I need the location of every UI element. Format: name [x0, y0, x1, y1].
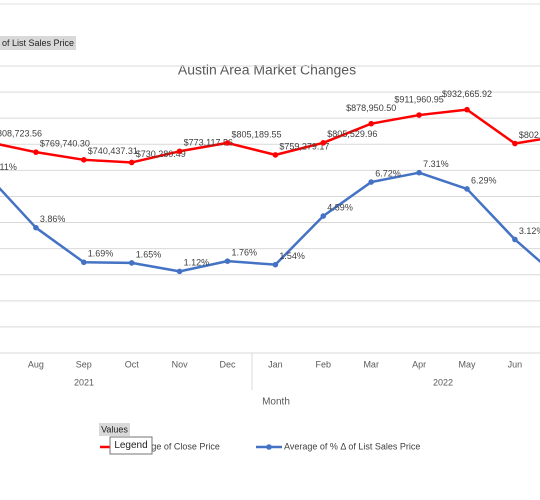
point-marker	[320, 140, 327, 146]
tooltip-box	[109, 436, 153, 455]
data-label: $773,117.56	[184, 138, 233, 148]
x-tick-label: Jun	[508, 359, 523, 369]
data-label: 7.31%	[423, 159, 449, 169]
x-tick-label: Jan	[268, 359, 283, 369]
data-label: 1.12%	[184, 258, 210, 268]
legend-marker	[266, 444, 272, 450]
data-label: 3.86%	[40, 214, 66, 224]
data-label: $740,437.31	[88, 146, 138, 156]
point-marker	[33, 224, 39, 231]
data-label: $911,960.95	[394, 94, 443, 104]
point-marker	[368, 179, 375, 185]
point-marker	[368, 120, 375, 127]
x-axis-title: Month	[262, 397, 290, 408]
values-button[interactable]	[99, 423, 130, 436]
x-tick-label: Mar	[363, 359, 379, 369]
tooltip-label: Legend	[114, 440, 147, 451]
point-marker	[416, 169, 422, 176]
data-label: 7.11%	[0, 162, 17, 172]
point-marker	[272, 261, 279, 268]
point-marker	[81, 259, 87, 266]
data-label: 6.72%	[375, 168, 401, 178]
year-label: 2021	[74, 377, 94, 387]
point-marker	[512, 140, 518, 147]
x-tick-label: Feb	[316, 359, 332, 369]
field-button[interactable]	[0, 36, 76, 50]
data-label: 1.76%	[232, 248, 258, 258]
x-tick-label: Oct	[125, 359, 140, 369]
point-marker	[320, 213, 327, 219]
point-marker	[176, 148, 183, 155]
legend-label: Average of Close Price	[128, 441, 220, 451]
grid	[0, 65, 540, 354]
data-label: $805,529.96	[327, 129, 377, 139]
point-marker	[81, 157, 87, 163]
values-button-label[interactable]: Values	[101, 424, 128, 434]
data-label: $808,723.56	[0, 128, 42, 138]
data-label: $802,897	[519, 130, 540, 140]
x-tick-label: Dec	[219, 359, 236, 369]
year-label: 2022	[433, 377, 453, 387]
point-marker	[128, 260, 135, 266]
point-marker	[416, 112, 422, 118]
field-button-label[interactable]: Average of % Δ of List Sales Price	[0, 38, 74, 48]
point-marker	[224, 258, 231, 264]
point-marker	[33, 149, 39, 155]
x-tick-label: Aug	[28, 359, 44, 369]
point-marker	[464, 186, 470, 192]
point-marker	[512, 236, 518, 243]
x-tick-label: May	[458, 359, 476, 369]
x-tick-label: Sep	[76, 359, 92, 369]
chart-title: Austin Area Market Changes	[178, 62, 356, 78]
data-label: 1.54%	[279, 251, 305, 261]
data-label: 6.29%	[471, 175, 497, 185]
data-label: $805,189.55	[232, 129, 282, 139]
data-label: $932,665.92	[442, 89, 492, 99]
point-marker	[176, 268, 183, 275]
data-label: $730,280.49	[136, 149, 186, 159]
point-marker	[128, 159, 135, 166]
data-label: $878,950.50	[346, 103, 396, 113]
data-label: 4.59%	[327, 202, 353, 212]
point-marker	[464, 106, 470, 113]
data-label: 3.12%	[519, 226, 540, 236]
data-label: 1.69%	[88, 249, 114, 259]
data-label: 1.65%	[136, 249, 162, 259]
point-marker	[272, 152, 279, 158]
data-label: $769,740.30	[40, 139, 90, 149]
data-label: $759,279.17	[279, 141, 329, 151]
x-tick-label: Apr	[412, 359, 426, 369]
legend-label: Average of % Δ of List Sales Price	[284, 441, 420, 451]
point-marker	[224, 140, 231, 146]
x-tick-label: Nov	[172, 359, 189, 369]
